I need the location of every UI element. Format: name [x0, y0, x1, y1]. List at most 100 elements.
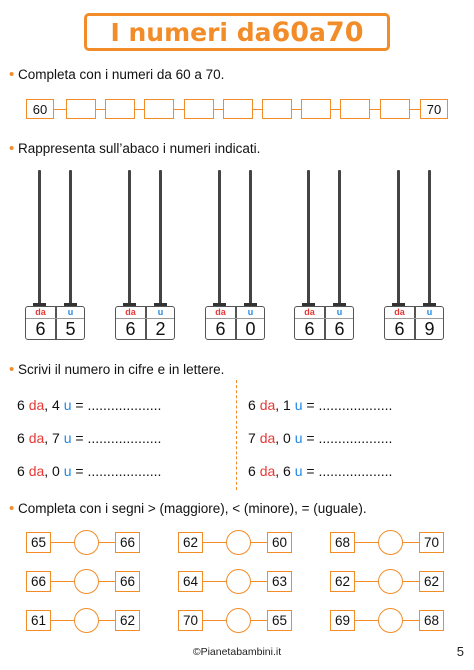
- abacus-rod-units[interactable]: [338, 170, 341, 305]
- column-separator: [236, 380, 237, 490]
- units-value: 6: [283, 463, 291, 479]
- sequence-box: 70: [420, 99, 448, 119]
- write-row[interactable]: 6 da, 7 u = ...................: [17, 430, 162, 446]
- units-label: u: [426, 307, 433, 317]
- compare-left-number: 62: [178, 532, 203, 553]
- compare-sign-circle[interactable]: [74, 530, 99, 555]
- abacus-rod-units[interactable]: [249, 170, 252, 305]
- sequence-box[interactable]: [223, 99, 253, 119]
- sequence-box[interactable]: [144, 99, 174, 119]
- compare-sign-circle[interactable]: [378, 569, 403, 594]
- units-unit-label: u: [294, 397, 303, 413]
- abacus-rod-units[interactable]: [69, 170, 72, 305]
- abacus-rod-tens[interactable]: [307, 170, 310, 305]
- units-value: 7: [52, 430, 60, 446]
- sequence-box[interactable]: [66, 99, 96, 119]
- abacus-rod-tens[interactable]: [128, 170, 131, 305]
- answer-blank[interactable]: = ...................: [302, 430, 393, 446]
- units-label: u: [247, 307, 254, 317]
- compare-sign-circle[interactable]: [226, 530, 251, 555]
- units-unit-label: u: [63, 397, 72, 413]
- compare-right-number: 70: [419, 532, 444, 553]
- answer-blank[interactable]: = ...................: [71, 397, 162, 413]
- abacus-label-box: da u 6 5: [25, 306, 85, 340]
- tens-label: da: [394, 307, 405, 317]
- compare-left-number: 66: [26, 571, 51, 592]
- abacus-rod-tens[interactable]: [397, 170, 400, 305]
- sequence-box[interactable]: [262, 99, 292, 119]
- abacus-header-line: [295, 318, 353, 319]
- units-label: u: [67, 307, 74, 317]
- answer-blank[interactable]: = ...................: [71, 430, 162, 446]
- write-row[interactable]: 6 da, 4 u = ...................: [17, 397, 162, 413]
- compare-right-number: 66: [115, 532, 140, 553]
- abacus[interactable]: da u 6 5: [25, 170, 85, 340]
- tens-value: 6: [17, 430, 25, 446]
- tens-label: da: [215, 307, 226, 317]
- compare-sign-circle[interactable]: [378, 608, 403, 633]
- compare-sign-circle[interactable]: [226, 569, 251, 594]
- tens-label: da: [125, 307, 136, 317]
- sequence-box[interactable]: [380, 99, 410, 119]
- abacus-rod-cap: [392, 303, 405, 307]
- compare-left-number: 62: [330, 571, 355, 592]
- units-label: u: [336, 307, 343, 317]
- abacus-rod-cap: [244, 303, 257, 307]
- abacus-label-box: da u 6 2: [115, 306, 175, 340]
- compare-sign-circle[interactable]: [74, 569, 99, 594]
- tens-digit: 6: [215, 319, 226, 339]
- abacus-rod-cap: [64, 303, 77, 307]
- abacus-divider: [145, 307, 147, 339]
- abacus-rod-units[interactable]: [428, 170, 431, 305]
- compare-right-number: 60: [267, 532, 292, 553]
- tens-value: 6: [17, 463, 25, 479]
- abacus-divider: [324, 307, 326, 339]
- write-row[interactable]: 7 da, 0 u = ...................: [248, 430, 393, 446]
- abacus-header-line: [385, 318, 443, 319]
- compare-right-number: 68: [419, 610, 444, 631]
- write-row[interactable]: 6 da, 0 u = ...................: [17, 463, 162, 479]
- write-row[interactable]: 6 da, 1 u = ...................: [248, 397, 393, 413]
- sequence-box[interactable]: [301, 99, 331, 119]
- tens-unit-label: da: [28, 430, 45, 446]
- write-row[interactable]: 6 da, 6 u = ...................: [248, 463, 393, 479]
- answer-blank[interactable]: = ...................: [302, 397, 393, 413]
- title-prefix: I numeri da: [110, 17, 272, 47]
- units-digit: 0: [245, 319, 256, 339]
- sequence-box[interactable]: [105, 99, 135, 119]
- section3-instruction: Scrivi il numero in cifre e in lettere.: [18, 362, 225, 377]
- answer-blank[interactable]: = ...................: [302, 463, 393, 479]
- abacus[interactable]: da u 6 9: [384, 170, 444, 340]
- abacus-rod-tens[interactable]: [218, 170, 221, 305]
- sequence-box[interactable]: [184, 99, 214, 119]
- compare-sign-circle[interactable]: [226, 608, 251, 633]
- sequence-box[interactable]: [340, 99, 370, 119]
- sequence-box: 60: [26, 99, 54, 119]
- units-value: 0: [52, 463, 60, 479]
- compare-left-number: 61: [26, 610, 51, 631]
- abacus[interactable]: da u 6 0: [205, 170, 265, 340]
- bullet-dot: •: [9, 66, 15, 83]
- abacus[interactable]: da u 6 2: [115, 170, 175, 340]
- abacus-header-line: [206, 318, 264, 319]
- abacus-header-line: [116, 318, 174, 319]
- abacus-label-box: da u 6 6: [294, 306, 354, 340]
- tens-value: 6: [248, 463, 256, 479]
- compare-left-number: 70: [178, 610, 203, 631]
- compare-left-number: 64: [178, 571, 203, 592]
- compare-sign-circle[interactable]: [74, 608, 99, 633]
- units-digit: 6: [334, 319, 345, 339]
- tens-value: 7: [248, 430, 256, 446]
- abacus-rod-cap: [423, 303, 436, 307]
- answer-blank[interactable]: = ...................: [71, 463, 162, 479]
- abacus-rod-units[interactable]: [159, 170, 162, 305]
- abacus-label-box: da u 6 9: [384, 306, 444, 340]
- compare-left-number: 65: [26, 532, 51, 553]
- units-unit-label: u: [294, 463, 303, 479]
- abacus[interactable]: da u 6 6: [294, 170, 354, 340]
- compare-right-number: 63: [267, 571, 292, 592]
- units-unit-label: u: [294, 430, 303, 446]
- compare-sign-circle[interactable]: [378, 530, 403, 555]
- abacus-rod-tens[interactable]: [38, 170, 41, 305]
- section2-instruction: Rappresenta sull’abaco i numeri indicati…: [18, 141, 261, 156]
